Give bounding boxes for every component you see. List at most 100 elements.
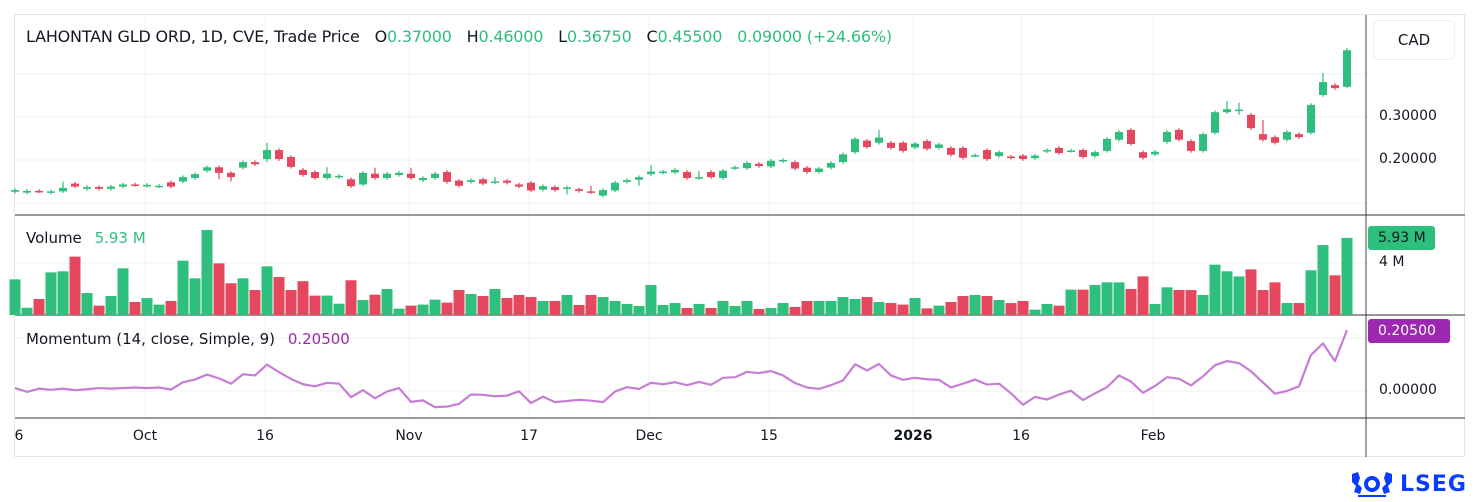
volume-bar — [1101, 282, 1113, 315]
volume-bar — [597, 297, 609, 315]
volume-bar — [729, 306, 741, 315]
currency-button[interactable]: CAD — [1373, 20, 1455, 60]
candle-up — [623, 180, 631, 182]
candle-up — [107, 186, 115, 189]
time-tick-label: 16 — [256, 428, 274, 444]
volume-bar — [537, 300, 549, 315]
candle-up — [839, 154, 847, 163]
volume-bar — [1149, 303, 1161, 315]
volume-bar — [561, 294, 573, 315]
volume-bar — [369, 294, 381, 315]
volume-bar — [717, 300, 729, 315]
chart-frame — [14, 14, 1465, 457]
volume-bar — [1161, 287, 1173, 315]
volume-bar — [753, 309, 765, 315]
low-label: L — [558, 27, 567, 46]
volume-bar — [681, 307, 693, 315]
volume-bar — [1293, 303, 1305, 315]
candle-down — [527, 182, 535, 191]
candle-down — [1019, 155, 1027, 160]
volume-bar — [765, 307, 777, 315]
volume-bar — [1281, 303, 1293, 315]
candle-up — [1115, 131, 1123, 140]
volume-bar — [837, 297, 849, 315]
candle-up — [47, 191, 55, 193]
volume-bar — [57, 271, 69, 315]
time-tick-label: 17 — [520, 428, 538, 444]
candle-up — [647, 171, 655, 175]
volume-bar — [777, 303, 789, 315]
candle-up — [119, 184, 127, 187]
volume-bar — [741, 300, 753, 315]
volume-bar — [201, 229, 213, 315]
time-tick-label: Nov — [395, 428, 423, 444]
candle-up — [395, 172, 403, 175]
volume-bar — [321, 295, 333, 315]
volume-bar — [1065, 289, 1077, 315]
volume-bar — [1317, 245, 1329, 315]
volume-bar — [225, 283, 237, 315]
volume-bar — [969, 294, 981, 315]
candle-up — [743, 162, 751, 169]
volume-bar — [429, 299, 441, 315]
symbol-title: LAHONTAN GLD ORD, 1D, CVE, Trade Price — [26, 27, 360, 46]
volume-bar — [693, 303, 705, 315]
candle-down — [887, 142, 895, 148]
candle-down — [1259, 134, 1267, 140]
volume-bar — [849, 299, 861, 315]
volume-bar — [1125, 288, 1137, 315]
candle-down — [311, 171, 319, 179]
candle-down — [35, 190, 43, 193]
candle-down — [707, 171, 715, 178]
candle-down — [1007, 156, 1015, 159]
volume-bar — [609, 300, 621, 315]
candle-up — [1283, 131, 1291, 140]
candle-down — [1295, 134, 1303, 138]
time-tick-label: 6 — [14, 428, 24, 444]
candle-up — [179, 177, 187, 182]
volume-bar — [1077, 289, 1089, 315]
time-tick-label: Oct — [132, 428, 158, 444]
candle-up — [11, 190, 19, 192]
candle-down — [983, 150, 991, 160]
open-label: O — [374, 27, 388, 46]
candle-up — [359, 172, 367, 185]
candle-up — [671, 169, 679, 173]
candle-down — [1079, 150, 1087, 157]
volume-bar — [813, 300, 825, 315]
volume-bar — [345, 280, 357, 315]
volume-bar — [261, 266, 273, 315]
volume-bar — [453, 290, 465, 315]
volume-bar — [237, 278, 249, 315]
volume-bar — [789, 306, 801, 315]
candle-up — [83, 187, 91, 189]
candle-up — [1199, 134, 1207, 151]
candle-up — [1319, 82, 1327, 95]
candle-up — [1307, 104, 1315, 133]
candle-down — [215, 167, 223, 173]
candle-down — [407, 173, 415, 179]
candle-up — [491, 181, 499, 183]
volume-bar — [249, 290, 261, 315]
volume-bar — [273, 277, 285, 315]
volume-bar — [1089, 284, 1101, 315]
volume-bar — [993, 300, 1005, 315]
volume-bar — [69, 256, 81, 315]
volume-value: 5.93 M — [94, 229, 146, 247]
volume-bar — [573, 304, 585, 315]
volume-bar — [585, 294, 597, 315]
candle-down — [443, 171, 451, 182]
candle-up — [563, 187, 571, 189]
candle-up — [191, 174, 199, 179]
volume-bar — [33, 299, 45, 315]
candle-down — [1175, 129, 1183, 140]
volume-bar — [1137, 276, 1149, 315]
volume-bar — [117, 268, 129, 315]
candle-down — [899, 142, 907, 151]
candle-up — [203, 167, 211, 171]
volume-bar — [1269, 282, 1281, 315]
candle-up — [767, 160, 775, 167]
volume-bar — [801, 300, 813, 315]
brand-name: LSEG — [1400, 471, 1467, 497]
